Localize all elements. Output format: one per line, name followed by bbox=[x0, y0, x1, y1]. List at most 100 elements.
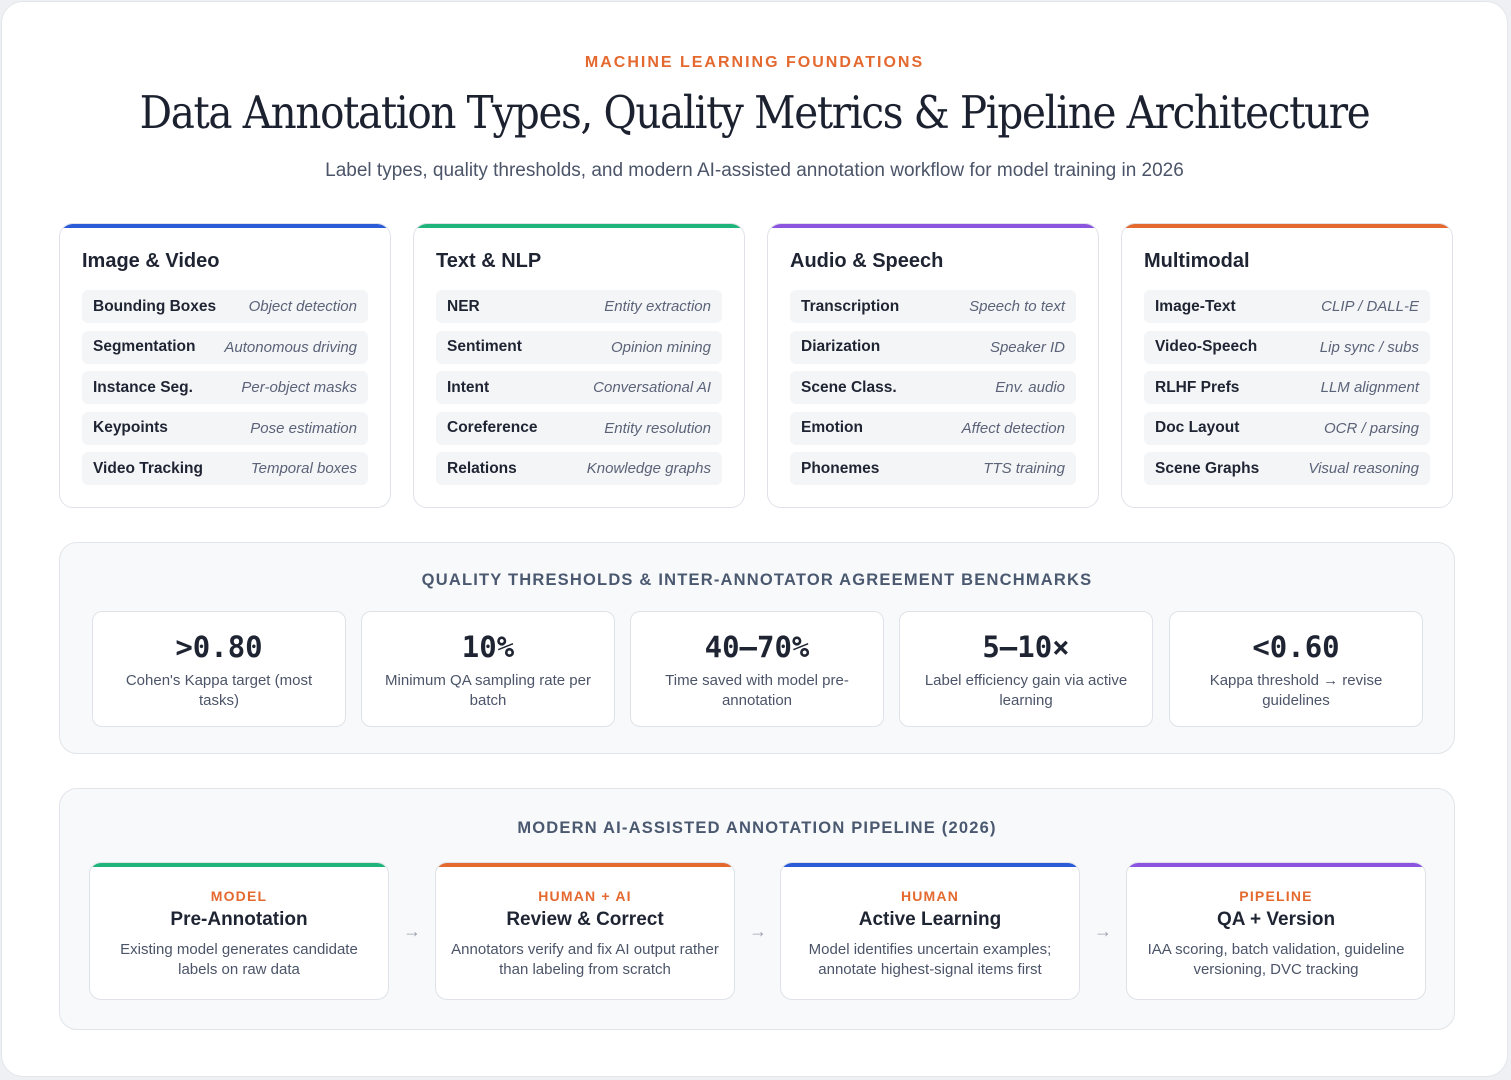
stage-description: Model identifies uncertain examples; ann… bbox=[808, 941, 1052, 978]
stage-description: Annotators verify and fix AI output rath… bbox=[451, 941, 719, 978]
category-row: Keypoints Pose estimation bbox=[82, 411, 368, 445]
category-title: Multimodal bbox=[1144, 250, 1250, 272]
quality-panel: QUALITY THRESHOLDS & INTER-ANNOTATOR AGR… bbox=[59, 542, 1455, 754]
stage-role: PIPELINE bbox=[1239, 888, 1313, 904]
row-use-case: Speaker ID bbox=[989, 338, 1065, 356]
row-label: Instance Seg. bbox=[93, 378, 193, 396]
category-row: Sentiment Opinion mining bbox=[436, 330, 722, 364]
stage-description: IAA scoring, batch validation, guideline… bbox=[1147, 941, 1405, 978]
metric-description: Minimum QA sampling rate per batch bbox=[385, 672, 591, 709]
metric-value: 40–70% bbox=[704, 630, 810, 664]
row-label: Intent bbox=[447, 378, 490, 396]
pipeline-panel: MODERN AI-ASSISTED ANNOTATION PIPELINE (… bbox=[59, 788, 1455, 1030]
pipeline-stage-active-learning: HUMAN Active Learning Model identifies u… bbox=[780, 862, 1080, 1000]
metric-card: >0.80 Cohen's Kappa target (most tasks) bbox=[92, 611, 346, 727]
row-use-case: Visual reasoning bbox=[1308, 460, 1419, 478]
metric-description: Kappa threshold → revise guidelines bbox=[1209, 672, 1383, 709]
category-title: Image & Video bbox=[82, 250, 220, 272]
row-use-case: Autonomous driving bbox=[224, 338, 357, 356]
row-label: Relations bbox=[447, 459, 517, 477]
category-card-text-nlp: Text & NLP NER Entity extraction Sentimen… bbox=[413, 223, 745, 508]
category-row: RLHF Prefs LLM alignment bbox=[1144, 371, 1430, 405]
category-title: Text & NLP bbox=[436, 250, 542, 272]
card-accent-bar bbox=[60, 224, 390, 228]
row-use-case: Pose estimation bbox=[250, 419, 357, 437]
category-row: Doc Layout OCR / parsing bbox=[1144, 411, 1430, 445]
pipeline-stage-review-correct: HUMAN + AI Review & Correct Annotators v… bbox=[435, 862, 735, 1000]
pipeline-stage-pre-annotation: MODEL Pre-Annotation Existing model gene… bbox=[89, 862, 389, 1000]
page-subtitle: Label types, quality thresholds, and mod… bbox=[325, 160, 1184, 181]
stage-accent-bar bbox=[436, 863, 734, 867]
row-label: Segmentation bbox=[93, 338, 196, 356]
row-use-case: Knowledge graphs bbox=[586, 460, 711, 478]
row-label: Scene Class. bbox=[801, 378, 897, 396]
metric-value: 10% bbox=[461, 630, 515, 664]
stage-name: Pre-Annotation bbox=[170, 909, 308, 930]
metric-description: Time saved with model pre-annotation bbox=[665, 672, 849, 709]
row-use-case: TTS training bbox=[983, 460, 1065, 478]
row-label: Phonemes bbox=[801, 459, 880, 477]
metric-card: 40–70% Time saved with model pre-annotat… bbox=[630, 611, 884, 727]
category-card-audio-speech: Audio & Speech Transcription Speech to te… bbox=[767, 223, 1099, 508]
row-use-case: Opinion mining bbox=[610, 338, 711, 356]
card-accent-bar bbox=[768, 224, 1098, 228]
row-use-case: Entity extraction bbox=[604, 298, 711, 315]
stage-accent-bar bbox=[90, 863, 388, 867]
stage-role: HUMAN + AI bbox=[538, 888, 632, 904]
category-row: Coreference Entity resolution bbox=[436, 411, 722, 445]
row-use-case: Temporal boxes bbox=[250, 460, 357, 478]
row-label: Sentiment bbox=[447, 338, 522, 356]
arrow-right-icon: → bbox=[749, 921, 767, 941]
row-use-case: Env. audio bbox=[995, 379, 1065, 397]
row-use-case: Object detection bbox=[248, 298, 357, 315]
row-label: Bounding Boxes bbox=[93, 297, 217, 315]
category-row: Diarization Speaker ID bbox=[790, 330, 1076, 364]
pipeline-panel-title: MODERN AI-ASSISTED ANNOTATION PIPELINE (… bbox=[517, 819, 997, 837]
row-label: Coreference bbox=[447, 419, 538, 437]
row-use-case: Lip sync / subs bbox=[1319, 338, 1419, 356]
stage-accent-bar bbox=[781, 863, 1079, 867]
category-card-multimodal: Multimodal Image-Text CLIP / DALL-E Video… bbox=[1121, 223, 1453, 508]
category-row: Bounding Boxes Object detection bbox=[82, 290, 368, 323]
row-label: Transcription bbox=[801, 297, 900, 315]
category-row: Emotion Affect detection bbox=[790, 411, 1076, 445]
metric-value: >0.80 bbox=[175, 630, 263, 664]
metric-value: <0.60 bbox=[1252, 630, 1340, 664]
row-label: Video Tracking bbox=[93, 459, 203, 477]
category-row: Instance Seg. Per-object masks bbox=[82, 371, 368, 405]
row-label: Video-Speech bbox=[1155, 338, 1258, 356]
metric-card: <0.60 Kappa threshold → revise guideline… bbox=[1169, 611, 1423, 727]
arrow-right-icon: → bbox=[1094, 921, 1112, 941]
category-row: Image-Text CLIP / DALL-E bbox=[1144, 290, 1430, 323]
stage-description: Existing model generates candidate label… bbox=[120, 941, 358, 978]
category-row: Phonemes TTS training bbox=[790, 452, 1076, 486]
row-use-case: Conversational AI bbox=[593, 379, 711, 397]
pipeline-stage-qa-version: PIPELINE QA + Version IAA scoring, batch… bbox=[1126, 862, 1426, 1000]
eyebrow-label: MACHINE LEARNING FOUNDATIONS bbox=[584, 54, 925, 71]
row-use-case: CLIP / DALL-E bbox=[1321, 298, 1419, 315]
row-label: Doc Layout bbox=[1155, 419, 1240, 437]
row-use-case: Affect detection bbox=[961, 419, 1065, 437]
stage-name: Review & Correct bbox=[506, 909, 664, 930]
page-title: Data Annotation Types, Quality Metrics &… bbox=[139, 86, 1371, 139]
category-card-image-video: Image & Video Bounding Boxes Object detec… bbox=[59, 223, 391, 508]
row-label: NER bbox=[447, 297, 480, 315]
category-row: Intent Conversational AI bbox=[436, 371, 722, 405]
row-use-case: Entity resolution bbox=[604, 419, 711, 437]
metric-description: Label efficiency gain via active learnin… bbox=[924, 672, 1128, 709]
stage-name: Active Learning bbox=[858, 909, 1002, 930]
row-use-case: OCR / parsing bbox=[1323, 419, 1419, 437]
category-row: Scene Graphs Visual reasoning bbox=[1144, 452, 1430, 486]
row-label: Emotion bbox=[801, 419, 863, 437]
row-label: Keypoints bbox=[93, 419, 168, 437]
category-row: NER Entity extraction bbox=[436, 290, 722, 323]
card-accent-bar bbox=[414, 224, 744, 228]
category-row: Segmentation Autonomous driving bbox=[82, 330, 368, 364]
row-label: Scene Graphs bbox=[1155, 459, 1260, 477]
metric-description: Cohen's Kappa target (most tasks) bbox=[125, 672, 313, 709]
metric-card: 10% Minimum QA sampling rate per batch bbox=[361, 611, 615, 727]
arrow-right-icon: → bbox=[403, 921, 421, 941]
row-label: Image-Text bbox=[1155, 297, 1236, 315]
row-use-case: LLM alignment bbox=[1320, 379, 1419, 397]
